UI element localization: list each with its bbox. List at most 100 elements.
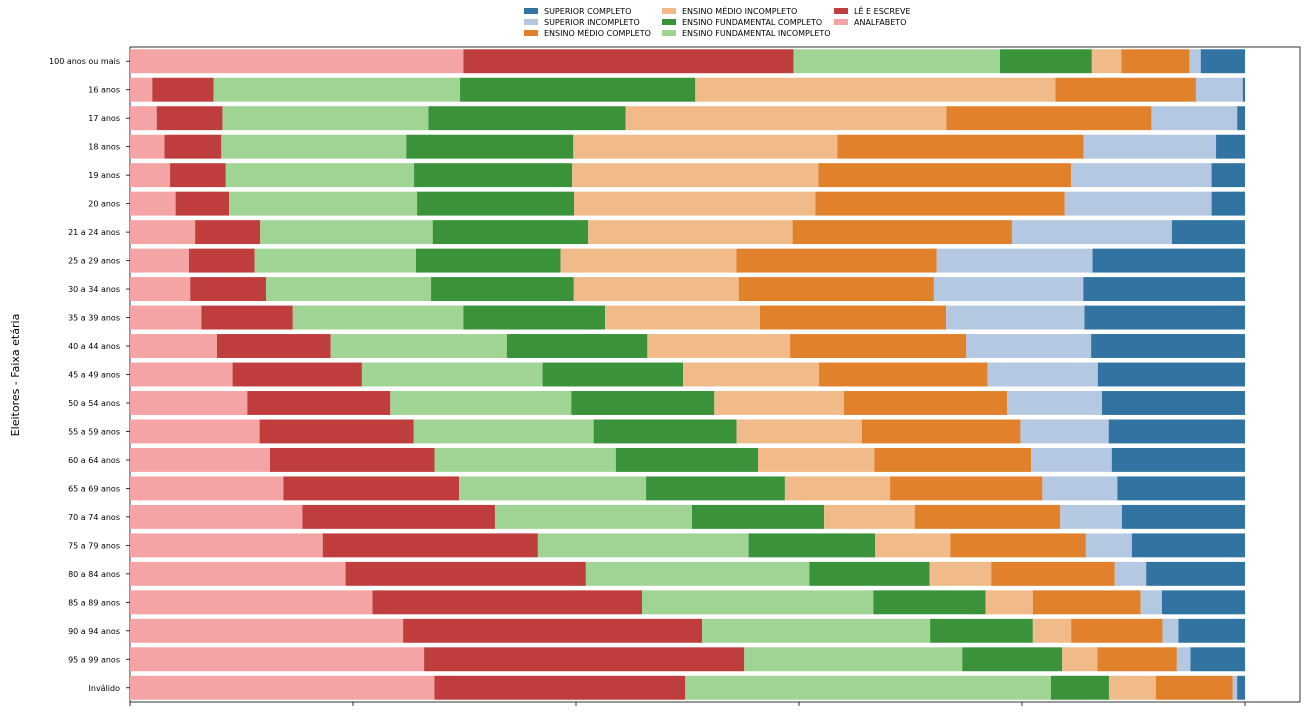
bar-55-a-59-anos-le-e-escreve [259, 419, 414, 444]
bar-35-a-39-anos-ensino-fundamental-incompleto [292, 305, 464, 330]
bar-17-anos-superior-incompleto [1151, 106, 1238, 131]
bar-80-a-84-anos-ensino-medio-completo [991, 561, 1115, 586]
y-tick-label: 60 a 64 anos [68, 456, 120, 465]
y-tick-label: 40 a 44 anos [68, 342, 120, 351]
bar-85-a-89-anos-superior-completo [1161, 590, 1245, 615]
bar-55-a-59-anos-ensino-medio-incompleto [736, 419, 862, 444]
bar-invalido-ensino-medio-incompleto [1108, 675, 1156, 700]
bar-85-a-89-anos-analfabeto [130, 590, 373, 615]
bar-invalido-ensino-fundamental-incompleto [685, 675, 1051, 700]
bar-35-a-39-anos-le-e-escreve [201, 305, 293, 330]
bar-50-a-54-anos-ensino-medio-completo [843, 391, 1008, 415]
bar-21-a-24-anos-ensino-medio-incompleto [588, 220, 793, 245]
bar-90-a-94-anos-ensino-fundamental-incompleto [702, 618, 931, 643]
legend-swatch-ensino-fundamental-incompleto [662, 30, 676, 36]
bar-45-a-49-anos-ensino-fundamental-completo [542, 362, 684, 387]
bar-19-anos-le-e-escreve [170, 163, 226, 188]
bar-18-anos-ensino-fundamental-completo [406, 134, 574, 159]
bar-21-a-24-anos-superior-incompleto [1011, 220, 1172, 245]
bar-100-anos-ou-mais-le-e-escreve [463, 49, 794, 74]
bar-45-a-49-anos-ensino-fundamental-incompleto [361, 362, 543, 387]
bar-70-a-74-anos-superior-incompleto [1060, 504, 1122, 529]
bar-35-a-39-anos-superior-incompleto [946, 305, 1085, 330]
bar-95-a-99-anos-superior-completo [1190, 647, 1245, 672]
bar-60-a-64-anos-le-e-escreve [269, 447, 435, 472]
bar-25-a-29-anos-ensino-medio-incompleto [560, 248, 737, 273]
bar-invalido-superior-incompleto [1232, 675, 1238, 700]
bar-60-a-64-anos-analfabeto [130, 447, 270, 472]
bar-18-anos-superior-incompleto [1083, 134, 1217, 159]
bar-invalido-analfabeto [130, 675, 435, 700]
bar-17-anos-ensino-fundamental-incompleto [222, 106, 429, 131]
bar-80-a-84-anos-superior-completo [1146, 561, 1245, 586]
bar-65-a-69-anos-le-e-escreve [283, 476, 460, 501]
y-tick-label: 85 a 89 anos [68, 598, 120, 607]
bar-70-a-74-anos-ensino-fundamental-completo [691, 504, 825, 529]
y-tick-label: 90 a 94 anos [68, 627, 120, 636]
bar-20-anos-ensino-medio-incompleto [574, 191, 816, 216]
legend-label-ensino-fundamental-completo: ENSINO FUNDAMENTAL COMPLETO [682, 18, 822, 27]
bar-100-anos-ou-mais-ensino-fundamental-incompleto [793, 49, 1000, 74]
bar-45-a-49-anos-analfabeto [130, 362, 233, 387]
bar-100-anos-ou-mais-ensino-fundamental-completo [999, 49, 1092, 74]
bar-19-anos-ensino-fundamental-completo [414, 163, 573, 188]
bar-17-anos-superior-completo [1237, 106, 1245, 131]
bar-85-a-89-anos-le-e-escreve [372, 590, 643, 615]
bar-35-a-39-anos-analfabeto [130, 305, 202, 330]
bar-invalido-ensino-medio-completo [1155, 675, 1233, 700]
y-tick-label: 20 anos [88, 200, 120, 209]
bar-60-a-64-anos-superior-completo [1111, 447, 1245, 472]
bar-45-a-49-anos-ensino-medio-incompleto [683, 362, 820, 387]
bar-25-a-29-anos-ensino-fundamental-completo [415, 248, 561, 273]
bar-60-a-64-anos-superior-incompleto [1031, 447, 1112, 472]
bar-40-a-44-anos-le-e-escreve [216, 334, 331, 358]
bar-50-a-54-anos-superior-incompleto [1007, 391, 1102, 415]
bar-19-anos-ensino-medio-incompleto [572, 163, 819, 188]
bar-85-a-89-anos-ensino-fundamental-incompleto [642, 590, 874, 615]
legend-label-superior-completo: SUPERIOR COMPLETO [544, 7, 631, 16]
bar-16-anos-ensino-medio-incompleto [695, 77, 1056, 102]
bar-70-a-74-anos-ensino-medio-completo [914, 504, 1061, 529]
bar-75-a-79-anos-le-e-escreve [322, 533, 538, 558]
bar-80-a-84-anos-analfabeto [130, 561, 346, 586]
bar-65-a-69-anos-analfabeto [130, 476, 284, 501]
bar-invalido-le-e-escreve [434, 675, 686, 700]
bar-40-a-44-anos-analfabeto [130, 334, 217, 358]
bar-20-anos-ensino-fundamental-incompleto [229, 191, 418, 216]
bar-25-a-29-anos-ensino-medio-completo [736, 248, 937, 273]
bar-65-a-69-anos-ensino-medio-completo [890, 476, 1043, 501]
bar-65-a-69-anos-superior-completo [1117, 476, 1245, 501]
y-tick-label: 55 a 59 anos [68, 427, 120, 436]
y-tick-label: 45 a 49 anos [68, 371, 120, 380]
bar-invalido-ensino-fundamental-completo [1050, 675, 1109, 700]
bar-40-a-44-anos-superior-incompleto [966, 334, 1092, 358]
legend-swatch-ensino-medio-completo [524, 30, 538, 36]
bar-19-anos-ensino-fundamental-incompleto [225, 163, 415, 188]
bar-18-anos-ensino-fundamental-incompleto [221, 134, 407, 159]
bar-80-a-84-anos-ensino-medio-incompleto [929, 561, 992, 586]
bar-50-a-54-anos-analfabeto [130, 391, 248, 415]
bar-21-a-24-anos-ensino-medio-completo [792, 220, 1012, 245]
bar-17-anos-ensino-fundamental-completo [428, 106, 626, 131]
bar-30-a-34-anos-ensino-medio-incompleto [573, 277, 739, 302]
bar-16-anos-analfabeto [130, 77, 153, 102]
legend-label-analfabeto: ANALFABETO [854, 18, 906, 27]
bar-20-anos-superior-completo [1211, 191, 1245, 216]
x-ticks [129, 702, 1246, 706]
bar-70-a-74-anos-le-e-escreve [302, 504, 495, 529]
legend-swatch-ensino-medio-incompleto [662, 8, 676, 14]
bar-100-anos-ou-mais-analfabeto [130, 49, 464, 74]
bar-95-a-99-anos-ensino-medio-incompleto [1062, 647, 1098, 672]
bar-30-a-34-anos-ensino-fundamental-completo [431, 277, 574, 302]
bar-80-a-84-anos-le-e-escreve [345, 561, 586, 586]
bar-55-a-59-anos-superior-completo [1108, 419, 1245, 444]
bar-65-a-69-anos-ensino-fundamental-incompleto [459, 476, 647, 501]
bar-75-a-79-anos-ensino-fundamental-incompleto [537, 533, 749, 558]
bar-90-a-94-anos-superior-completo [1178, 618, 1245, 643]
bar-50-a-54-anos-ensino-medio-incompleto [714, 391, 844, 415]
bar-19-anos-superior-incompleto [1071, 163, 1212, 188]
bar-75-a-79-anos-ensino-medio-completo [950, 533, 1086, 558]
bar-18-anos-le-e-escreve [164, 134, 222, 159]
bar-16-anos-ensino-fundamental-completo [460, 77, 696, 102]
